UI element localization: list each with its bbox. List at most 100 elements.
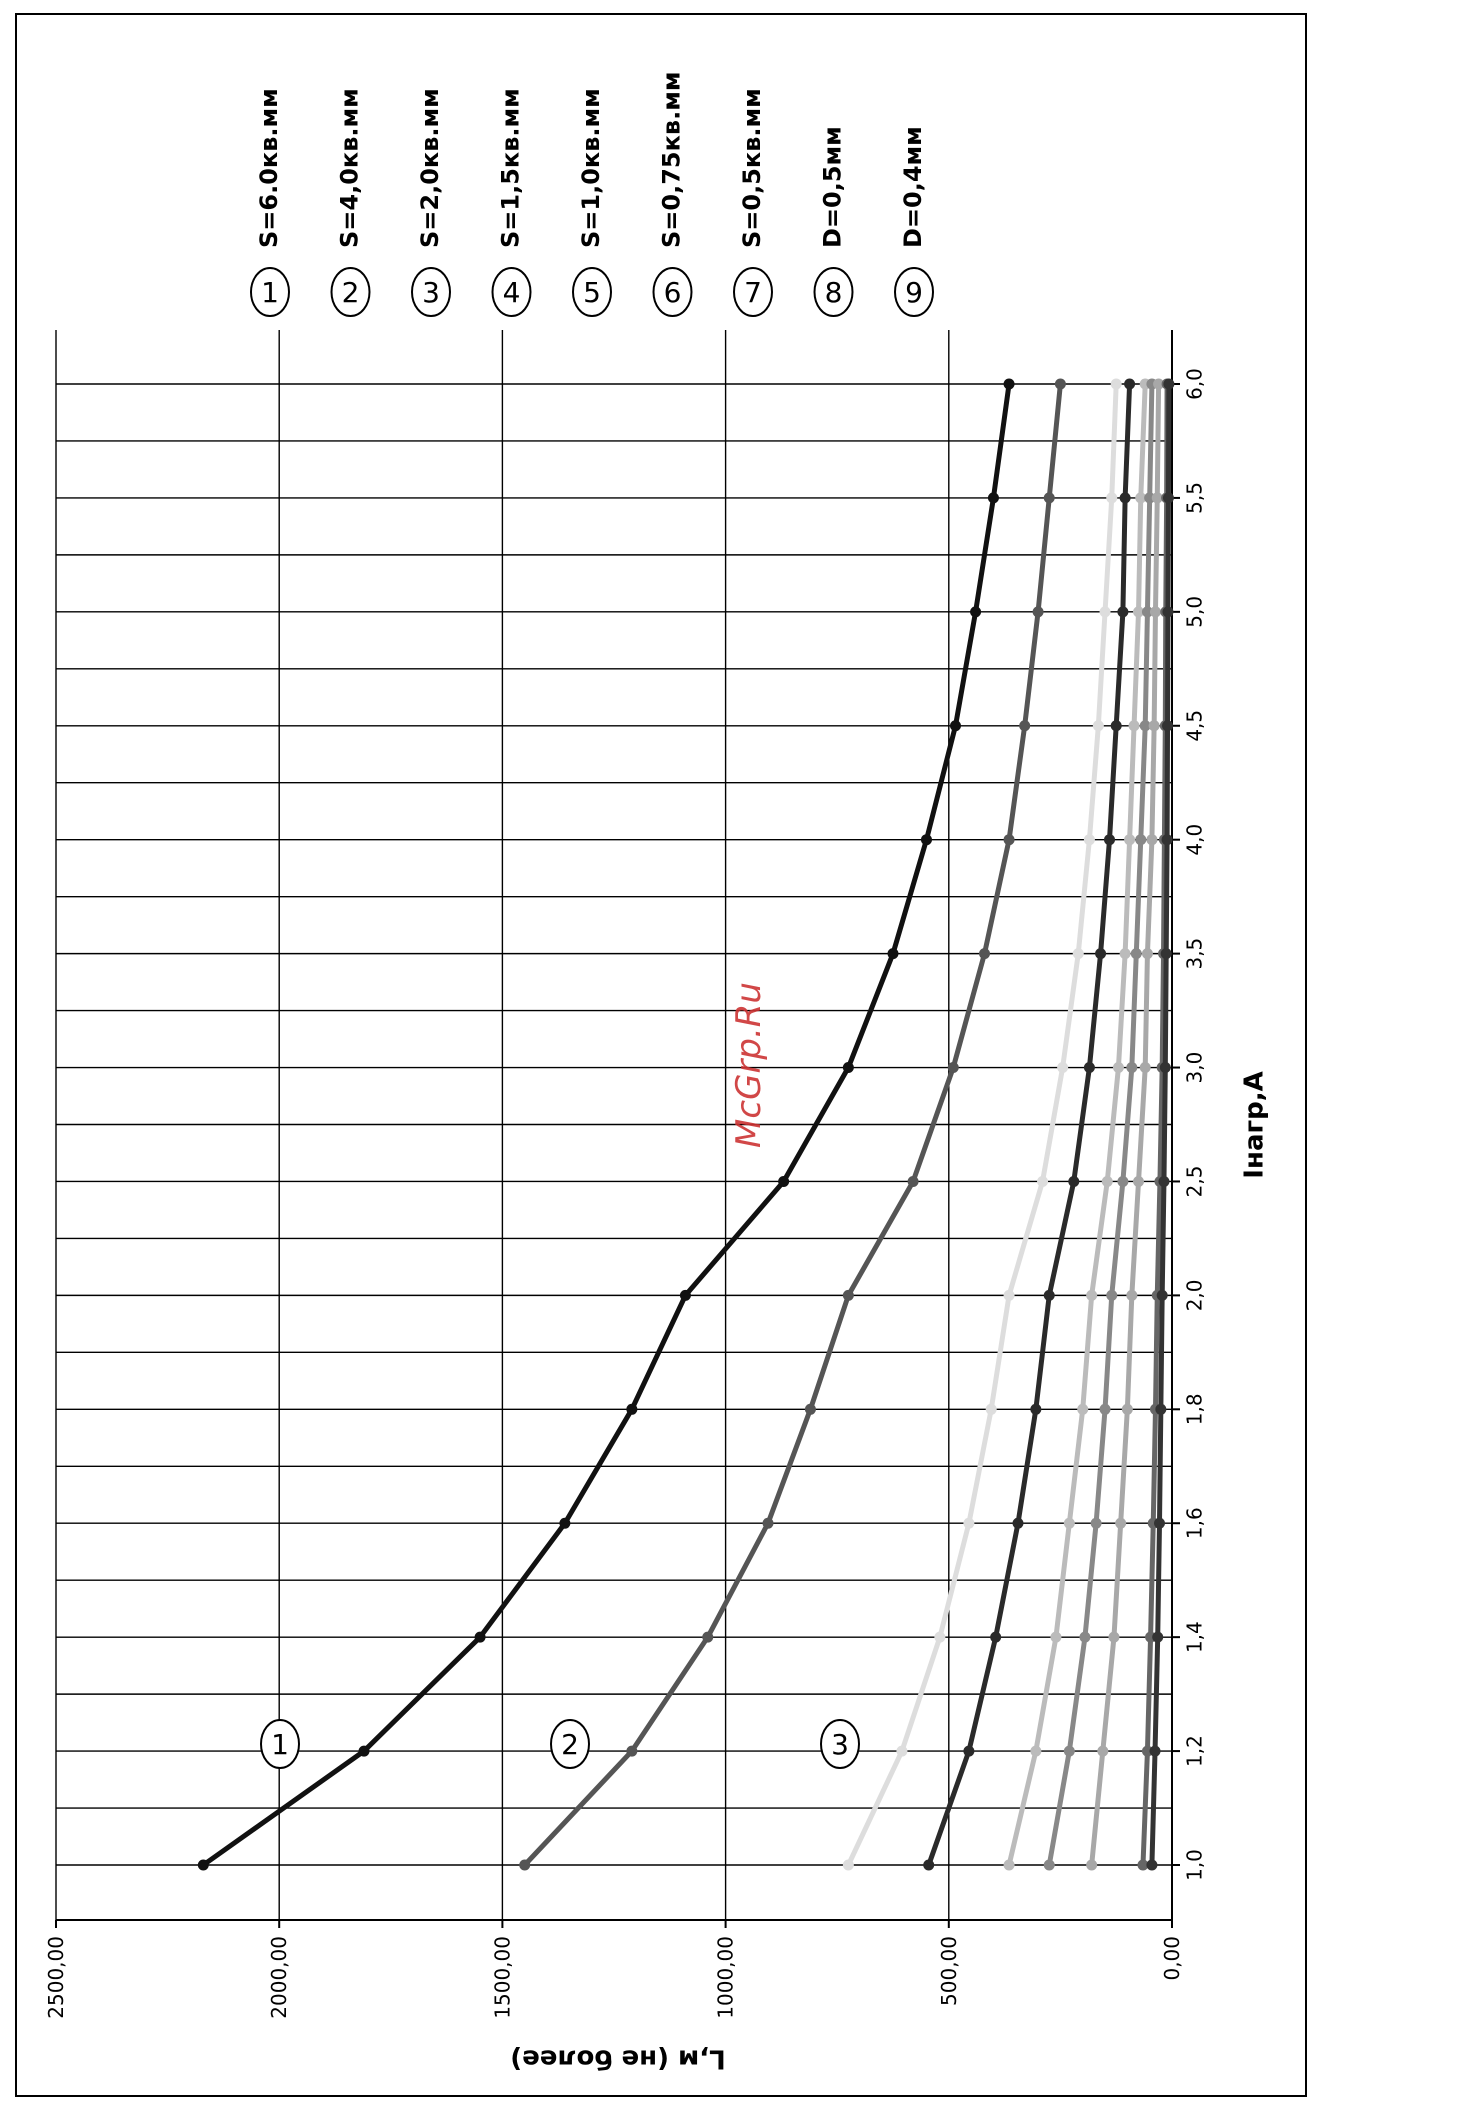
category-tick-label: 1,6 <box>1183 1507 1207 1539</box>
series-layer <box>197 378 1175 1871</box>
legend-marker-number: 5 <box>583 276 601 309</box>
legend-label: D=0,4мм <box>899 126 927 248</box>
data-point <box>1117 1175 1129 1187</box>
data-point <box>1119 948 1131 960</box>
legend-marker-number: 6 <box>664 276 682 309</box>
data-point <box>1124 834 1136 846</box>
series-6 <box>1043 378 1158 1871</box>
data-point <box>1117 606 1129 618</box>
data-point <box>985 1403 997 1415</box>
data-point <box>1043 1859 1055 1871</box>
data-point <box>1101 1175 1113 1187</box>
series-line <box>1149 383 1172 1866</box>
series-line <box>1089 383 1162 1866</box>
series-5 <box>1003 378 1151 1871</box>
data-point <box>1126 1289 1138 1301</box>
legend-item: 6 S=0,75кв.мм <box>652 72 693 317</box>
legend-marker-number: 8 <box>825 276 843 309</box>
legend-label: S=0,75кв.мм <box>658 72 686 248</box>
data-point <box>970 606 982 618</box>
series-line <box>846 383 1119 1867</box>
data-point <box>1141 1745 1153 1757</box>
data-point <box>987 492 999 504</box>
legend-item: 2 S=4,0кв.мм <box>330 88 371 317</box>
legend-label: D=0,5мм <box>819 126 847 248</box>
data-point <box>1110 378 1122 390</box>
grid <box>55 330 1173 1920</box>
data-point <box>804 1403 816 1415</box>
data-point <box>1003 378 1015 390</box>
data-point <box>842 1062 854 1074</box>
series-line <box>522 383 1063 1867</box>
data-point <box>1068 1175 1080 1187</box>
data-point <box>1162 492 1174 504</box>
data-point <box>1152 1631 1164 1643</box>
legend-marker-number: 4 <box>503 276 521 309</box>
x-axis-title: Iнагр,А <box>1240 1071 1270 1178</box>
legend-marker-number: 1 <box>261 276 279 309</box>
series-line <box>1046 383 1155 1866</box>
data-point <box>923 1859 935 1871</box>
data-point <box>1160 948 1172 960</box>
curve-label-circle <box>260 1719 300 1769</box>
data-point <box>1054 378 1066 390</box>
data-point <box>1149 606 1161 618</box>
series-line <box>1006 383 1148 1866</box>
data-point <box>1128 720 1140 732</box>
legend-marker-number: 9 <box>905 276 923 309</box>
legend-item: 9 D=0,4мм <box>894 126 934 317</box>
legend-marker-circle <box>652 267 693 317</box>
data-point <box>1108 1631 1120 1643</box>
data-point <box>1030 1745 1042 1757</box>
data-point <box>1050 1631 1062 1643</box>
data-point <box>979 948 991 960</box>
data-point <box>1086 1859 1098 1871</box>
data-point <box>1137 1859 1149 1871</box>
data-point <box>1135 492 1147 504</box>
data-point <box>197 1859 209 1871</box>
data-point <box>1124 378 1136 390</box>
data-point <box>1146 834 1158 846</box>
legend-marker-circle <box>813 267 854 317</box>
data-point <box>1126 1062 1138 1074</box>
data-point <box>934 1631 946 1643</box>
data-point <box>1135 834 1147 846</box>
data-point <box>1110 720 1122 732</box>
y-axis-title: L,м (не более) <box>510 2044 726 2074</box>
category-tick-label: 3,0 <box>1183 1052 1207 1084</box>
data-point <box>1043 492 1055 504</box>
category-tick-label: 2,5 <box>1183 1166 1207 1198</box>
legend-marker-number: 7 <box>744 276 762 309</box>
curve-label-circle <box>820 1719 860 1769</box>
data-point <box>1146 1859 1158 1871</box>
series-3 <box>842 378 1122 1871</box>
data-point <box>1030 1403 1042 1415</box>
category-tick-label: 1,4 <box>1183 1621 1207 1653</box>
data-point <box>1092 720 1104 732</box>
legend-item: 5 S=1,0кв.мм <box>572 88 612 317</box>
category-tick-label: 5,0 <box>1183 596 1207 628</box>
data-point <box>1141 948 1153 960</box>
data-point <box>1139 1062 1151 1074</box>
value-tick-label: 2500,00 <box>44 1936 68 2019</box>
series-1 <box>197 378 1015 1871</box>
data-point <box>1149 1745 1161 1757</box>
page-frame <box>15 13 1307 2097</box>
legend-item: 3 S=2,0кв.мм <box>411 88 451 317</box>
legend-marker-circle <box>411 267 451 317</box>
data-point <box>1019 720 1031 732</box>
legend-item: 4 S=1,5кв.мм <box>491 88 532 317</box>
data-point <box>842 1859 854 1871</box>
data-point <box>1115 1517 1127 1529</box>
curve-label-1: 1 <box>260 1719 300 1769</box>
data-point <box>1083 1062 1095 1074</box>
legend-label: S=2,0кв.мм <box>416 88 444 248</box>
category-tick-label: 1,8 <box>1183 1393 1207 1425</box>
data-point <box>626 1403 638 1415</box>
data-point <box>963 1745 975 1757</box>
data-point <box>1162 720 1174 732</box>
category-tick-label: 1,0 <box>1183 1849 1207 1881</box>
legend-label: S=1,5кв.мм <box>497 88 525 248</box>
value-tick-label: 500,00 <box>937 1936 961 2006</box>
data-point <box>1139 720 1151 732</box>
